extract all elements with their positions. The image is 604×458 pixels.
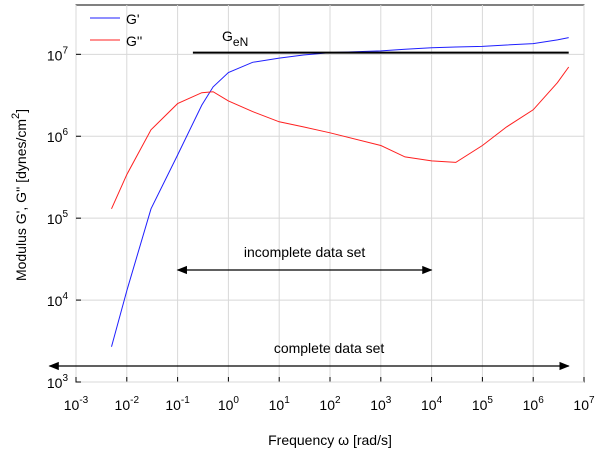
- legend-label: G'': [126, 33, 142, 49]
- range-label: incomplete data set: [244, 244, 366, 260]
- x-tick-label: 10-1: [165, 395, 190, 413]
- range-label: complete data set: [274, 340, 385, 356]
- x-tick-label: 107: [573, 395, 595, 413]
- x-tick-label: 100: [218, 395, 240, 413]
- x-tick-label: 101: [269, 395, 291, 413]
- y-tick-label: 106: [47, 127, 69, 145]
- plateau-label: GeN: [222, 28, 248, 49]
- y-tick-label: 105: [47, 209, 69, 227]
- y-tick-label: 103: [47, 373, 69, 391]
- y-axis-title: Modulus G', G'' [dynes/cm2]: [10, 109, 29, 281]
- x-axis-title: Frequency ω [rad/s]: [268, 432, 392, 448]
- x-tick-label: 102: [319, 395, 341, 413]
- x-tick-label: 103: [370, 395, 392, 413]
- series-line: [111, 37, 569, 347]
- y-tick-label: 107: [47, 45, 69, 63]
- x-tick-label: 104: [421, 395, 443, 413]
- x-tick-label: 105: [472, 395, 494, 413]
- x-tick-label: 10-3: [64, 395, 89, 413]
- series-line: [111, 66, 570, 210]
- y-tick-label: 104: [47, 291, 69, 309]
- legend-label: G': [126, 11, 140, 27]
- x-tick-label: 106: [523, 395, 545, 413]
- x-tick-label: 10-2: [115, 395, 140, 413]
